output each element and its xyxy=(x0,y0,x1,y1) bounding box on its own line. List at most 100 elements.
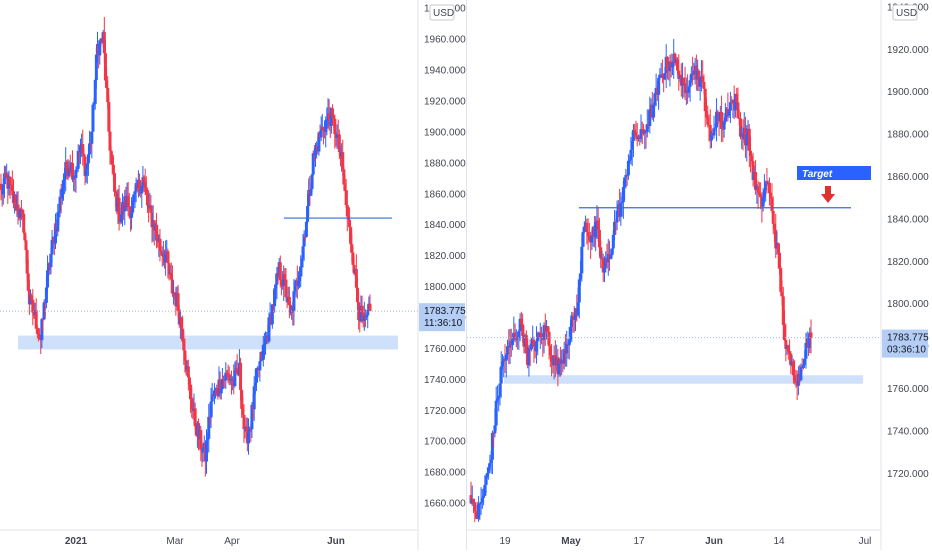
candlestick-chart-left[interactable]: 1660.000 1680.000 1700.000 1720.000 1740.000… xyxy=(0,0,466,550)
candle-body xyxy=(602,267,606,273)
candle-body xyxy=(585,223,589,233)
y-tick-label: 1920.000 xyxy=(887,45,929,56)
candle-body xyxy=(570,315,574,327)
candle-body xyxy=(762,190,766,198)
candle-body xyxy=(189,384,193,400)
candle-body xyxy=(658,74,662,78)
candle-body xyxy=(511,339,515,346)
candle-body xyxy=(495,398,499,401)
candle-body xyxy=(140,185,144,194)
candle-body xyxy=(517,331,521,339)
candle-body xyxy=(676,59,680,71)
candle-body xyxy=(212,390,216,397)
candle-body xyxy=(547,331,551,347)
candle-body xyxy=(759,194,763,198)
candle-body xyxy=(60,188,64,199)
candle-body xyxy=(187,377,191,385)
candle-body xyxy=(613,221,617,235)
candle-body xyxy=(299,266,303,277)
candle-body xyxy=(182,341,186,351)
candle-body xyxy=(596,220,600,230)
y-tick-label: 1840.000 xyxy=(424,220,466,231)
candle-body xyxy=(791,361,795,376)
candle-body xyxy=(625,174,629,176)
last-price-tag xyxy=(882,329,928,358)
candle-body xyxy=(488,462,492,468)
candle-body xyxy=(342,169,346,185)
candle-body xyxy=(206,438,210,441)
candle-body xyxy=(75,168,79,170)
candle-body xyxy=(50,239,54,255)
candle-body xyxy=(325,119,329,121)
candle-body xyxy=(262,344,266,346)
candle-body xyxy=(98,40,102,56)
candle-body xyxy=(727,110,731,116)
candle-body xyxy=(703,88,707,112)
candle-body xyxy=(84,168,88,176)
candle-body xyxy=(160,251,164,257)
candle-body xyxy=(781,296,785,325)
candlestick-chart-right[interactable]: 1720.0001740.0001760.0001780.0001800.000… xyxy=(467,0,932,550)
candle-body xyxy=(701,76,705,82)
candle-body xyxy=(65,162,69,171)
candle-body xyxy=(611,234,615,249)
candle-body xyxy=(274,284,278,289)
candle-body xyxy=(181,328,185,342)
candle-body xyxy=(0,183,3,190)
candle-body xyxy=(623,177,627,188)
candle-body xyxy=(565,343,569,354)
y-tick-label: 1740.000 xyxy=(887,426,929,437)
chart-panel-left[interactable]: 1660.000 1680.000 1700.000 1720.000 1740.000… xyxy=(0,0,466,550)
candle-body xyxy=(35,328,39,334)
y-tick-label: 1800.000 xyxy=(424,282,466,293)
candle-body xyxy=(351,252,355,265)
candle-body xyxy=(529,343,533,350)
last-price-value: 1783.775 xyxy=(887,333,929,344)
candle-body xyxy=(327,113,331,120)
candle-body xyxy=(765,181,769,184)
down-arrow-icon xyxy=(821,186,835,203)
candle-body xyxy=(138,179,142,190)
candle-body xyxy=(258,361,262,371)
chart-panel-right[interactable]: 1720.0001740.0001760.0001780.0001800.000… xyxy=(466,0,932,550)
y-tick-label: 1660.000 xyxy=(424,499,466,510)
candle-body xyxy=(300,258,304,267)
candle-body xyxy=(44,287,48,303)
candle-body xyxy=(296,281,300,286)
last-price-tag xyxy=(419,303,465,332)
candle-body xyxy=(40,319,44,341)
candle-body xyxy=(692,70,696,75)
candle-body xyxy=(184,360,188,371)
candle-body xyxy=(804,343,808,359)
candle-body xyxy=(482,495,486,498)
candle-body xyxy=(49,254,53,268)
candle-body xyxy=(314,148,318,156)
candle-body xyxy=(142,177,146,182)
support-zone xyxy=(504,375,863,384)
candle-body xyxy=(783,324,787,341)
candle-body xyxy=(594,222,598,238)
candle-body xyxy=(126,195,130,207)
candle-body xyxy=(801,364,805,368)
candle-body xyxy=(786,345,790,352)
candle-body xyxy=(88,143,92,155)
candle-body xyxy=(166,251,170,264)
candle-body xyxy=(279,280,283,285)
candle-body xyxy=(131,200,135,213)
candle-body xyxy=(106,87,110,103)
candle-body xyxy=(677,70,681,79)
support-zone xyxy=(18,335,398,350)
candle-body xyxy=(22,213,26,233)
candle-body xyxy=(149,205,153,213)
candle-body xyxy=(354,269,358,288)
y-tick-label: 1820.000 xyxy=(424,251,466,262)
candle-body xyxy=(747,128,751,151)
candle-body xyxy=(108,131,112,151)
candle-body xyxy=(240,390,244,409)
candle-body xyxy=(46,270,50,288)
candle-body xyxy=(653,93,657,105)
candle-body xyxy=(57,210,61,213)
candle-body xyxy=(485,473,489,477)
x-tick-label: Apr xyxy=(224,536,240,547)
candle-body xyxy=(490,432,494,460)
